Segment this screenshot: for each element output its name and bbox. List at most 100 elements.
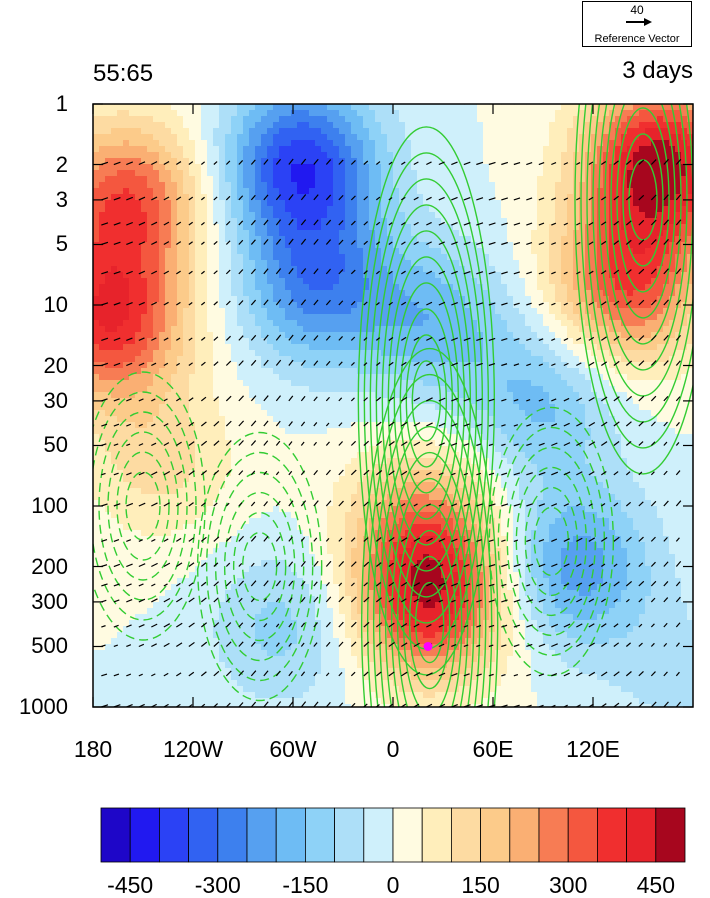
heatmap-cell (501, 374, 508, 381)
heatmap-cell (465, 104, 472, 111)
heatmap-cell (285, 368, 292, 375)
heatmap-cell (159, 206, 166, 213)
heatmap-cell (345, 242, 352, 249)
heatmap-cell (495, 128, 502, 135)
heatmap-cell (627, 296, 634, 303)
heatmap-cell (165, 254, 172, 261)
heatmap-cell (291, 152, 298, 159)
heatmap-cell (411, 386, 418, 393)
heatmap-cell (567, 134, 574, 141)
heatmap-cell (357, 386, 364, 393)
heatmap-cell (393, 194, 400, 201)
heatmap-cell (147, 374, 154, 381)
heatmap-cell (189, 140, 196, 147)
heatmap-cell (591, 266, 598, 273)
heatmap-cell (651, 206, 658, 213)
heatmap-cell (315, 356, 322, 363)
heatmap-cell (201, 302, 208, 309)
heatmap-cell (183, 230, 190, 237)
heatmap-cell (387, 284, 394, 291)
heatmap-cell (645, 350, 652, 357)
heatmap-cell (225, 284, 232, 291)
heatmap-cell (327, 344, 334, 351)
heatmap-cell (519, 212, 526, 219)
heatmap-cell (573, 386, 580, 393)
heatmap-cell (567, 152, 574, 159)
heatmap-cell (669, 182, 676, 189)
heatmap-cell (369, 296, 376, 303)
heatmap-cell (279, 122, 286, 129)
heatmap-cell (273, 206, 280, 213)
heatmap-cell (327, 368, 334, 375)
heatmap-cell (201, 128, 208, 135)
heatmap-cell (291, 374, 298, 381)
heatmap-cell (537, 236, 544, 243)
heatmap-cell (141, 338, 148, 345)
heatmap-cell (195, 380, 202, 387)
heatmap-cell (543, 218, 550, 225)
heatmap-cell (147, 224, 154, 231)
heatmap-cell (657, 224, 664, 231)
heatmap-cell (393, 206, 400, 213)
heatmap-cell (609, 392, 616, 399)
heatmap-cell (627, 152, 634, 159)
heatmap-cell (615, 362, 622, 369)
heatmap-cell (543, 170, 550, 177)
heatmap-cell (201, 374, 208, 381)
heatmap-cell (477, 368, 484, 375)
heatmap-cell (459, 332, 466, 339)
heatmap-cell (267, 356, 274, 363)
heatmap-cell (189, 386, 196, 393)
heatmap-cell (345, 350, 352, 357)
heatmap-cell (369, 290, 376, 297)
heatmap-cell (435, 296, 442, 303)
heatmap-cell (513, 266, 520, 273)
heatmap-cell (357, 140, 364, 147)
heatmap-cell (207, 140, 214, 147)
heatmap-cell (387, 338, 394, 345)
heatmap-cell (525, 194, 532, 201)
heatmap-cell (333, 308, 340, 315)
heatmap-cell (123, 170, 130, 177)
heatmap-cell (657, 320, 664, 327)
heatmap-cell (105, 386, 112, 393)
heatmap-cell (267, 116, 274, 123)
heatmap-cell (189, 182, 196, 189)
heatmap-cell (267, 386, 274, 393)
heatmap-cell (141, 218, 148, 225)
heatmap-cell (243, 398, 250, 405)
heatmap-cell (627, 122, 634, 129)
heatmap-cell (687, 290, 693, 297)
heatmap-cell (345, 284, 352, 291)
heatmap-cell (405, 254, 412, 261)
heatmap-cell (495, 212, 502, 219)
heatmap-cell (297, 278, 304, 285)
heatmap-cell (219, 224, 226, 231)
heatmap-cell (351, 152, 358, 159)
heatmap-cell (411, 158, 418, 165)
heatmap-cell (321, 308, 328, 315)
heatmap-cell (309, 182, 316, 189)
heatmap-cell (687, 380, 693, 387)
heatmap-cell (609, 194, 616, 201)
heatmap-cell (411, 272, 418, 279)
heatmap-cell (561, 344, 568, 351)
heatmap-cell (315, 284, 322, 291)
heatmap-cell (441, 182, 448, 189)
heatmap-cell (639, 320, 646, 327)
heatmap-cell (201, 200, 208, 207)
heatmap-cell (621, 206, 628, 213)
heatmap-cell (99, 200, 106, 207)
heatmap-cell (393, 266, 400, 273)
heatmap-cell (537, 134, 544, 141)
heatmap-cell (447, 398, 454, 405)
heatmap-cell (291, 164, 298, 171)
heatmap-cell (285, 146, 292, 153)
heatmap-cell (225, 272, 232, 279)
heatmap-cell (555, 110, 562, 117)
heatmap-cell (561, 164, 568, 171)
heatmap-cell (153, 320, 160, 327)
heatmap-cell (237, 362, 244, 369)
heatmap-cell (189, 308, 196, 315)
heatmap-cell (279, 134, 286, 141)
